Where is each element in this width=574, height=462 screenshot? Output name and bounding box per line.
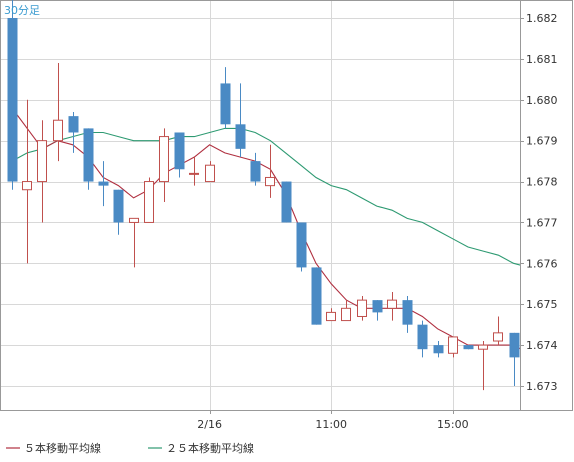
timeframe-label: 30分足 xyxy=(4,4,40,17)
candle-body-down xyxy=(98,181,109,186)
candle-body-up xyxy=(205,164,215,183)
candle-body-up xyxy=(53,119,63,142)
ma25-layer xyxy=(11,127,529,268)
candle xyxy=(433,341,444,358)
y-tick-label: 1.674 xyxy=(526,339,558,352)
y-tick-label: 1.675 xyxy=(526,298,558,311)
candles-layer xyxy=(7,0,535,391)
candle-body-up xyxy=(129,217,139,223)
candle-body-down xyxy=(372,300,383,313)
grid-lines xyxy=(1,1,520,410)
candle xyxy=(174,132,185,178)
candle xyxy=(326,308,336,322)
x-tick-label: 15:00 xyxy=(437,418,469,431)
candle xyxy=(357,296,367,321)
candle-body-down xyxy=(68,116,79,133)
candle xyxy=(22,99,32,264)
candle-body-up xyxy=(387,299,397,309)
candle xyxy=(387,291,397,321)
candle xyxy=(296,222,307,272)
candle xyxy=(417,320,428,358)
candle xyxy=(144,177,154,223)
candle xyxy=(509,332,520,386)
candle xyxy=(311,267,322,325)
candle-body-up xyxy=(357,299,367,317)
candle xyxy=(281,181,292,223)
y-tick-label: 1.682 xyxy=(526,12,558,25)
candle xyxy=(265,144,275,198)
candle-body-up xyxy=(144,181,154,223)
x-tick-label: 11:00 xyxy=(315,418,347,431)
candle xyxy=(113,189,124,235)
candle-body-up xyxy=(448,336,458,354)
candle xyxy=(372,300,383,321)
candle xyxy=(37,120,47,223)
candle xyxy=(250,152,261,186)
x-axis: 2/16 11:00 15:00 xyxy=(197,410,469,431)
candle xyxy=(235,83,246,158)
candle-body-up xyxy=(159,136,169,183)
candle xyxy=(129,217,139,268)
y-axis-panel xyxy=(520,1,572,410)
y-tick-label: 1.681 xyxy=(526,53,558,66)
candle-body-down xyxy=(250,161,261,182)
legend-ma25-label: ２５本移動平均線 xyxy=(166,441,254,455)
candle xyxy=(448,336,458,358)
candle-body-down xyxy=(509,332,520,358)
candle xyxy=(220,67,231,129)
candle-body-down xyxy=(83,128,94,182)
y-tick-label: 1.673 xyxy=(526,380,558,393)
candle-body-up xyxy=(326,311,336,322)
y-tick-label: 1.679 xyxy=(526,135,558,148)
legend-ma5-label: ５本移動平均線 xyxy=(24,441,101,455)
candle xyxy=(68,112,79,153)
candle-body-up xyxy=(189,172,199,175)
candle-body-down xyxy=(433,345,444,354)
candle-body-down xyxy=(311,267,322,325)
candle xyxy=(83,128,94,190)
candle xyxy=(53,62,63,162)
x-tick-label: 2/16 xyxy=(197,418,222,431)
candle-body-up xyxy=(265,176,275,187)
candle xyxy=(189,157,199,186)
ma25-line xyxy=(11,127,529,268)
candle xyxy=(205,161,215,183)
candle-body-down xyxy=(463,345,474,350)
candle-body-down xyxy=(174,132,185,170)
candle xyxy=(463,345,474,350)
y-tick-label: 1.680 xyxy=(526,94,558,107)
candle-body-down xyxy=(417,324,428,350)
candle xyxy=(402,296,413,333)
candle xyxy=(478,341,488,391)
candle xyxy=(7,0,18,190)
candle-body-up xyxy=(37,140,47,183)
candle-body-up xyxy=(341,307,351,322)
candle-body-down xyxy=(235,124,246,149)
candle-body-up xyxy=(493,332,503,342)
candle-body-up xyxy=(478,344,488,350)
candle xyxy=(159,128,169,202)
candle-body-down xyxy=(296,222,307,268)
candle-body-down xyxy=(402,300,413,325)
candle-body-down xyxy=(7,18,18,182)
candle xyxy=(493,316,503,346)
y-axis: 1.673 1.674 1.675 1.676 1.677 1.678 1.679 1.680… xyxy=(520,12,558,393)
candle xyxy=(341,300,351,322)
candle-body-down xyxy=(281,181,292,223)
candle-body-up xyxy=(22,181,32,191)
candle-body-down xyxy=(220,83,231,125)
y-tick-label: 1.677 xyxy=(526,216,558,229)
candle-body-down xyxy=(113,189,124,223)
y-tick-label: 1.676 xyxy=(526,257,558,270)
candle xyxy=(98,161,109,207)
y-tick-label: 1.678 xyxy=(526,176,558,189)
legend: ５本移動平均線 ２５本移動平均線 xyxy=(6,441,254,455)
